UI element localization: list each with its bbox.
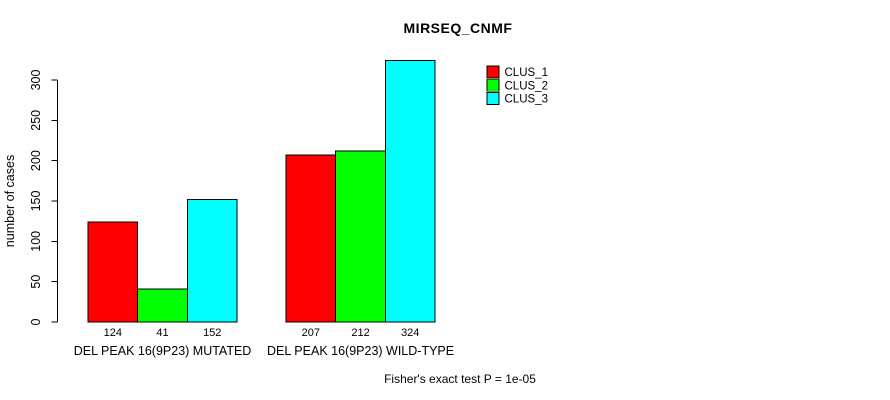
y-tick-label: 0: [29, 318, 43, 325]
legend-label-CLUS_1: CLUS_1: [505, 67, 548, 79]
bar-CLUS_2-mutated: [137, 288, 188, 323]
bar-CLUS_2-wild-type: [335, 150, 386, 323]
legend-swatch-CLUS_2: [486, 78, 500, 92]
bar-CLUS_1-mutated: [87, 221, 139, 323]
bar-value-label: 152: [203, 327, 221, 339]
y-axis-title: number of cases: [3, 155, 17, 247]
fisher-test-annotation: Fisher's exact test P = 1e-05: [384, 372, 536, 386]
bar-CLUS_3-mutated: [186, 198, 238, 323]
category-label: DEL PEAK 16(9P23) WILD-TYPE: [267, 344, 454, 358]
category-label: DEL PEAK 16(9P23) MUTATED: [74, 344, 252, 358]
y-axis: 0 50 100 150 200 250 300: [29, 70, 58, 325]
labels-layer: 124 41 152 DEL PEAK 16(9P23) MUTATED 207 212 3…: [74, 327, 454, 358]
y-tick-label: 50: [29, 275, 43, 289]
chart-title: MIRSEQ_CNMF: [404, 20, 513, 36]
bar-value-label: 124: [104, 327, 122, 339]
legend-swatch-CLUS_1: [486, 65, 500, 79]
y-tick-label: 300: [29, 70, 43, 91]
legend-label-CLUS_3: CLUS_3: [505, 94, 548, 106]
bar-value-label: 212: [351, 327, 369, 339]
y-tick-label: 250: [29, 110, 43, 131]
bar-value-label: 207: [302, 327, 320, 339]
legend-swatch-CLUS_3: [486, 92, 500, 105]
bar-value-label: 324: [401, 327, 419, 339]
legend-label-CLUS_2: CLUS_2: [505, 80, 548, 92]
y-tick-label: 150: [29, 191, 43, 212]
bar-CLUS_1-wild-type: [285, 154, 337, 323]
bars-layer: [87, 60, 436, 323]
bar-CLUS_3-wild-type: [384, 60, 436, 323]
y-tick-label: 100: [29, 231, 43, 252]
bar-value-label: 41: [156, 327, 168, 339]
y-tick-label: 200: [29, 150, 43, 171]
